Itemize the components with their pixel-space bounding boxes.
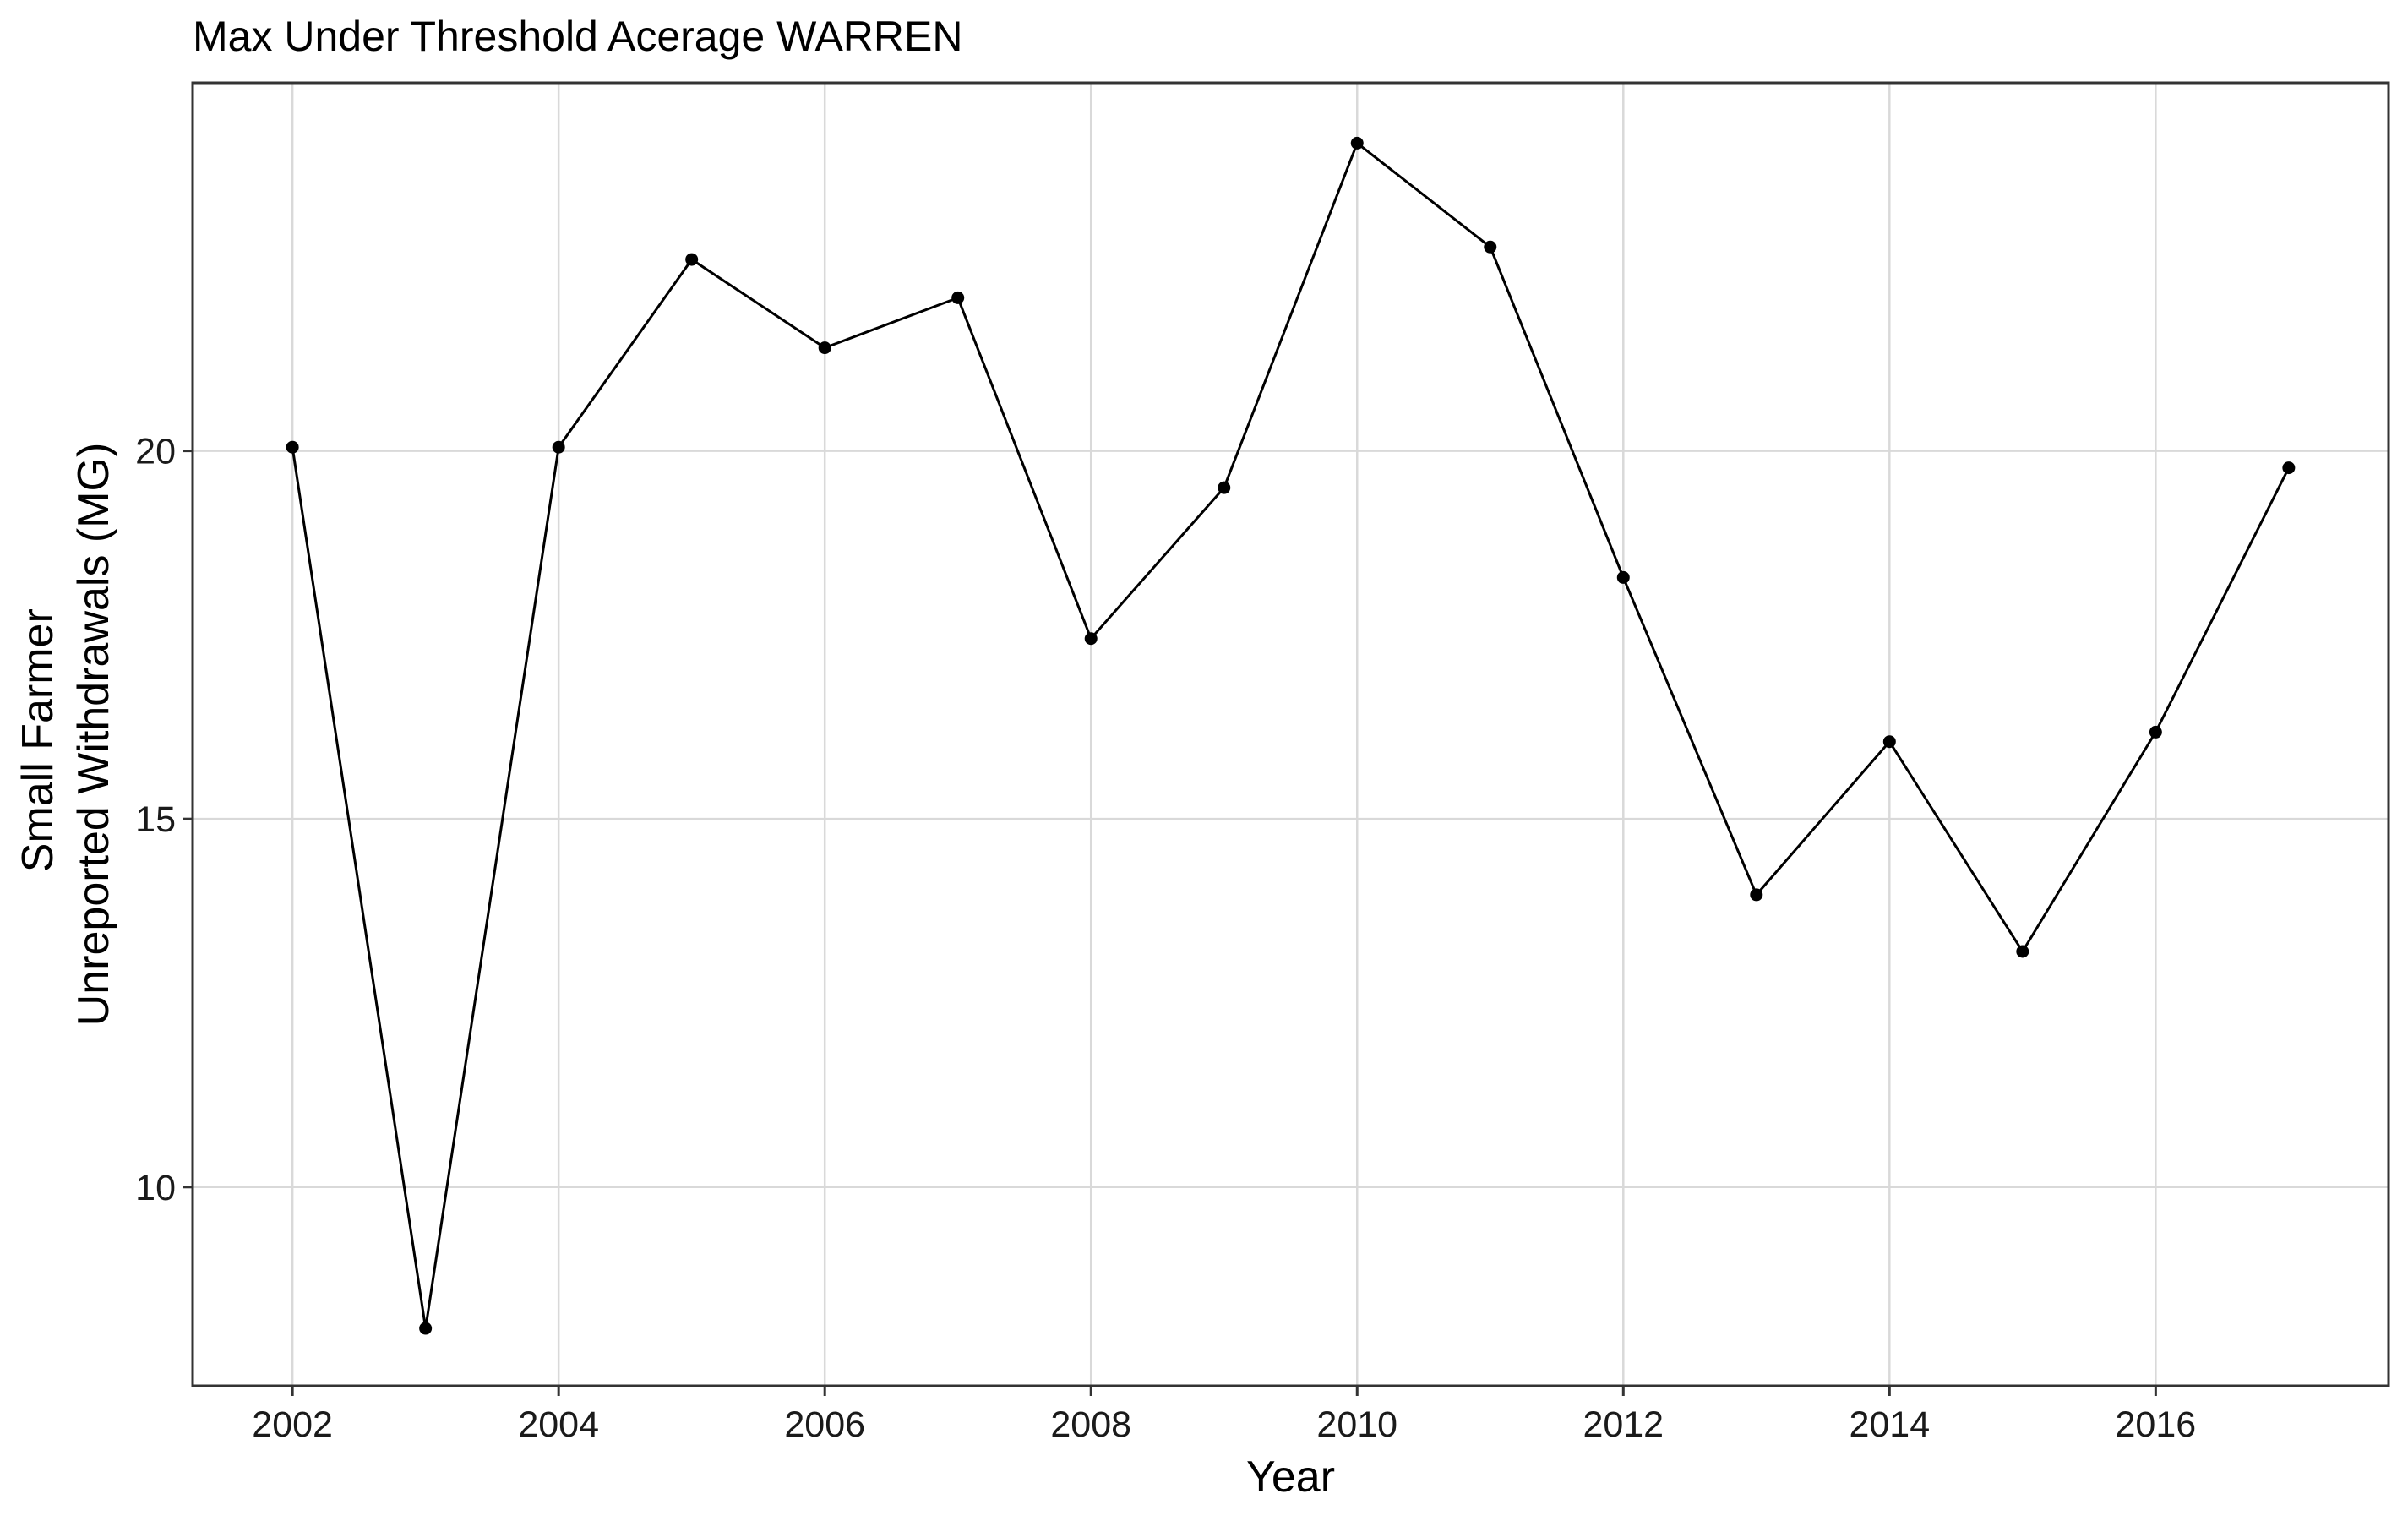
data-point-2012: [1616, 570, 1630, 584]
plot-panel-border: [191, 81, 2390, 1387]
x-tick-label-2006: 2006: [784, 1404, 865, 1445]
x-tick-label-2016: 2016: [2116, 1404, 2197, 1445]
data-point-2009: [1218, 481, 1231, 494]
data-point-2004: [552, 440, 565, 454]
x-tick-label-2014: 2014: [1849, 1404, 1930, 1445]
x-tick-label-2004: 2004: [518, 1404, 599, 1445]
y-tick-label-20: 20: [135, 432, 176, 472]
chart-title: Max Under Threshold Acerage WARREN: [193, 13, 962, 60]
grid-x: [291, 83, 2157, 1386]
data-point-2002: [286, 440, 299, 454]
data-point-2017: [2282, 461, 2296, 475]
x-axis-title: Year: [1246, 1453, 1335, 1502]
data-point-2010: [1350, 136, 1364, 150]
x-tick-label-2002: 2002: [252, 1404, 333, 1445]
data-point-2015: [2016, 945, 2029, 958]
data-point-2011: [1484, 240, 1497, 254]
x-tick-label-2008: 2008: [1050, 1404, 1131, 1445]
series-line: [291, 140, 2291, 1329]
y-axis: 10 15 20: [135, 432, 193, 1208]
x-axis: 2002 2004 2006 2008 2010 2012 2014 2016: [252, 1386, 2196, 1445]
data-point-2005: [685, 253, 699, 266]
data-point-2007: [951, 291, 965, 304]
data-point-2008: [1084, 632, 1098, 646]
y-tick-label-10: 10: [135, 1168, 176, 1208]
data-point-2003: [419, 1322, 433, 1335]
y-axis-title-line-1: Small Farmer: [14, 608, 63, 872]
data-point-2014: [1882, 735, 1896, 749]
x-tick-label-2012: 2012: [1583, 1404, 1664, 1445]
data-point-2013: [1750, 888, 1763, 902]
data-point-2006: [818, 341, 831, 355]
data-point-2016: [2149, 725, 2162, 739]
data-points: [286, 136, 2296, 1335]
grid-y: [193, 450, 2389, 1189]
x-tick-label-2010: 2010: [1316, 1404, 1397, 1445]
y-tick-label-15: 15: [135, 799, 176, 840]
y-axis-title-line-2: Unreported Withdrawals (MG): [69, 443, 118, 1027]
y-axis-title: Small Farmer Unreported Withdrawals (MG): [14, 443, 118, 1027]
